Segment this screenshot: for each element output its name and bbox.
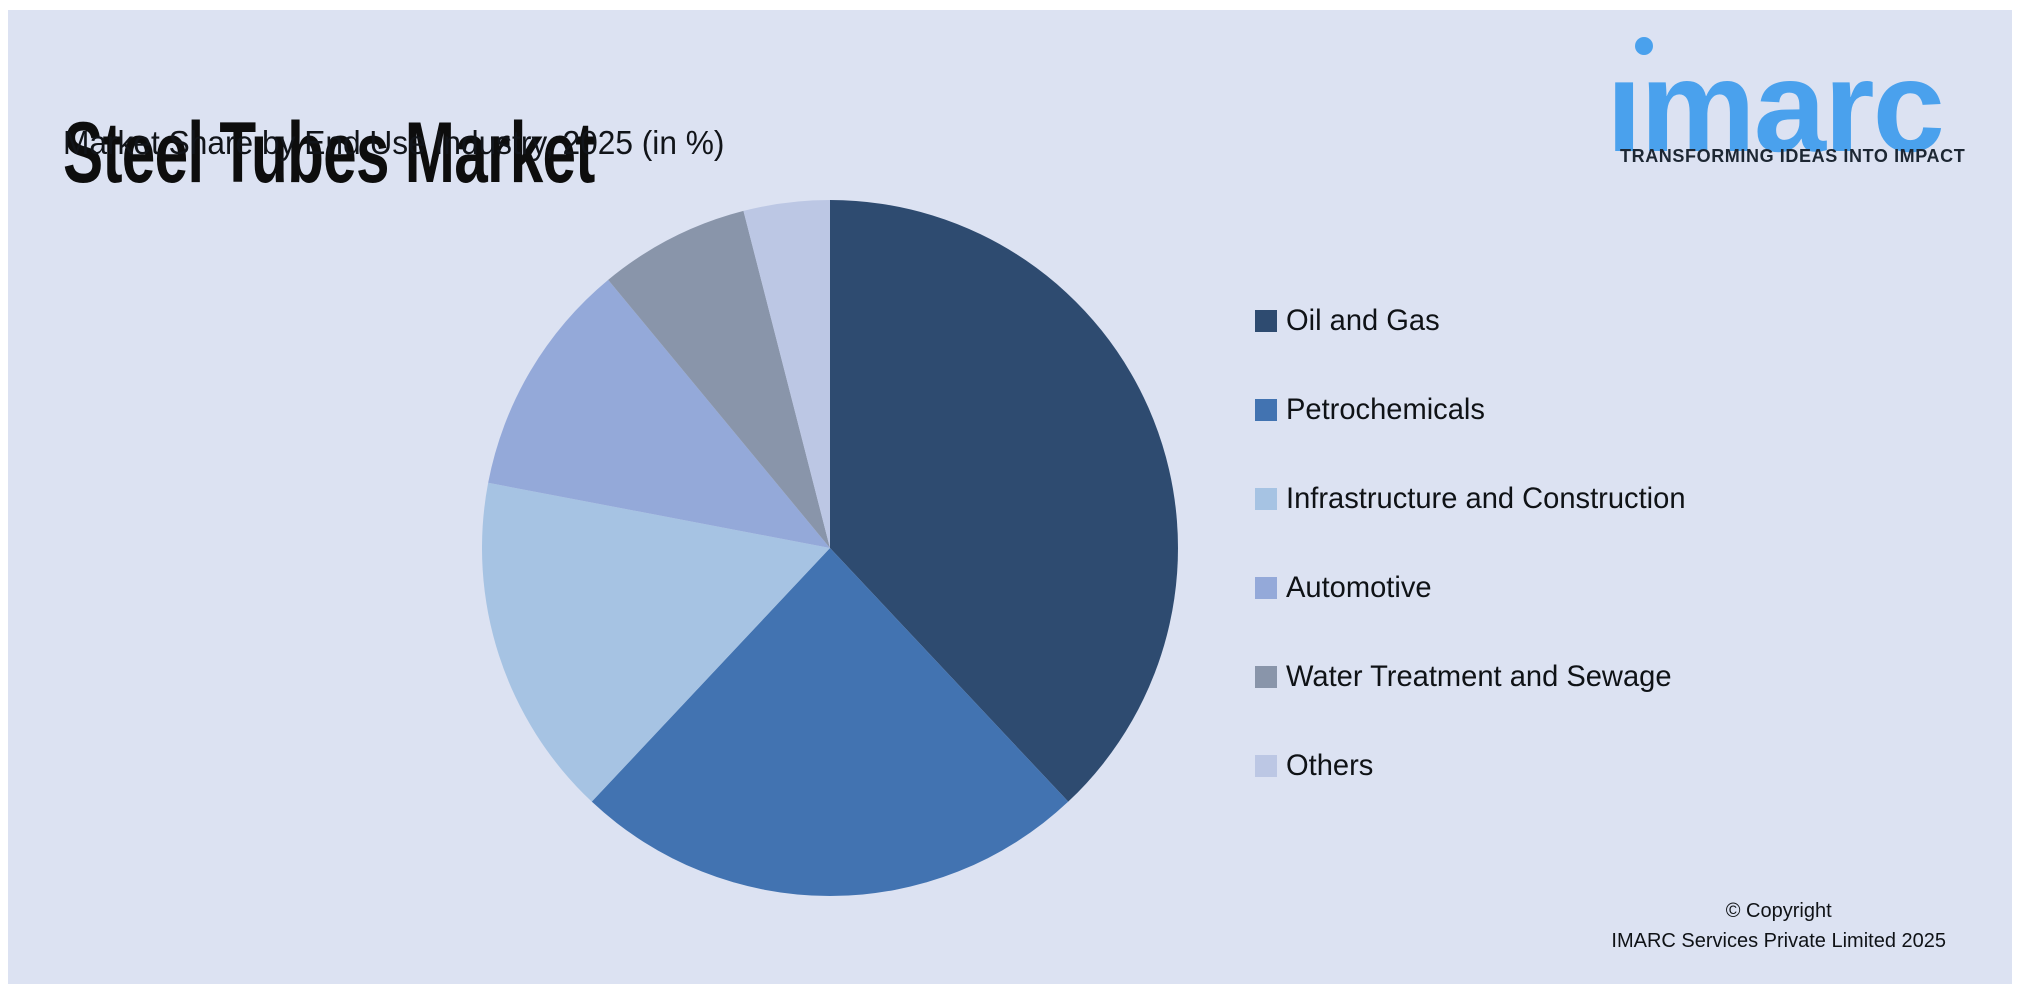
copyright-block: © Copyright IMARC Services Private Limit… [1611, 896, 1946, 956]
legend-swatch-icon [1255, 309, 1277, 332]
legend-label: Petrochemicals [1286, 392, 1485, 426]
copyright-line1: © Copyright [1725, 900, 1832, 922]
legend-swatch-icon [1255, 576, 1277, 599]
pie-slice-infrastructure-and-construction [481, 482, 830, 802]
legend-swatch-icon [1255, 665, 1277, 688]
legend-item-oil-and-gas: Oil and Gas [1255, 305, 1815, 336]
legend-item-automotive: Automotive [1255, 572, 1815, 603]
logo-i-dot-icon [1635, 37, 1653, 55]
pie-slice-petrochemicals [591, 548, 1069, 896]
legend-item-others: Others [1255, 750, 1815, 781]
pie-slice-others [743, 200, 830, 548]
legend-item-infrastructure-and-construction: Infrastructure and Construction [1255, 483, 1815, 514]
imarc-logo: ımarc TRANSFORMING IDEAS INTO IMPACT [1604, 10, 2004, 190]
legend-swatch-icon [1255, 398, 1277, 421]
page-title: Steel Tubes Market [63, 104, 595, 201]
pie-chart-svg [481, 200, 1178, 896]
legend-swatch-icon [1255, 754, 1277, 777]
legend-item-water-treatment-and-sewage: Water Treatment and Sewage [1255, 661, 1815, 692]
chart-legend: Oil and Gas Petrochemicals Infrastructure … [1255, 305, 1815, 839]
legend-label: Infrastructure and Construction [1286, 481, 1686, 515]
pie-slice-oil-and-gas [830, 200, 1178, 802]
logo-wordmark: ımarc [1606, 33, 1945, 179]
page-subtitle: Market Share by End Use Industry, 2025 (… [63, 124, 725, 161]
legend-label: Automotive [1286, 570, 1432, 604]
chart-panel: Steel Tubes Market Market Share by End U… [8, 10, 2012, 984]
logo-tagline: TRANSFORMING IDEAS INTO IMPACT [1620, 146, 1966, 166]
legend-label: Others [1286, 748, 1374, 782]
legend-label: Water Treatment and Sewage [1286, 659, 1672, 693]
pie-slice-water-treatment-and-sewage [608, 210, 830, 548]
pie-chart [481, 200, 1178, 896]
copyright-line2: IMARC Services Private Limited 2025 [1611, 930, 1946, 952]
legend-swatch-icon [1255, 487, 1277, 510]
legend-label: Oil and Gas [1286, 303, 1440, 337]
pie-slice-automotive [488, 279, 830, 548]
legend-item-petrochemicals: Petrochemicals [1255, 394, 1815, 425]
